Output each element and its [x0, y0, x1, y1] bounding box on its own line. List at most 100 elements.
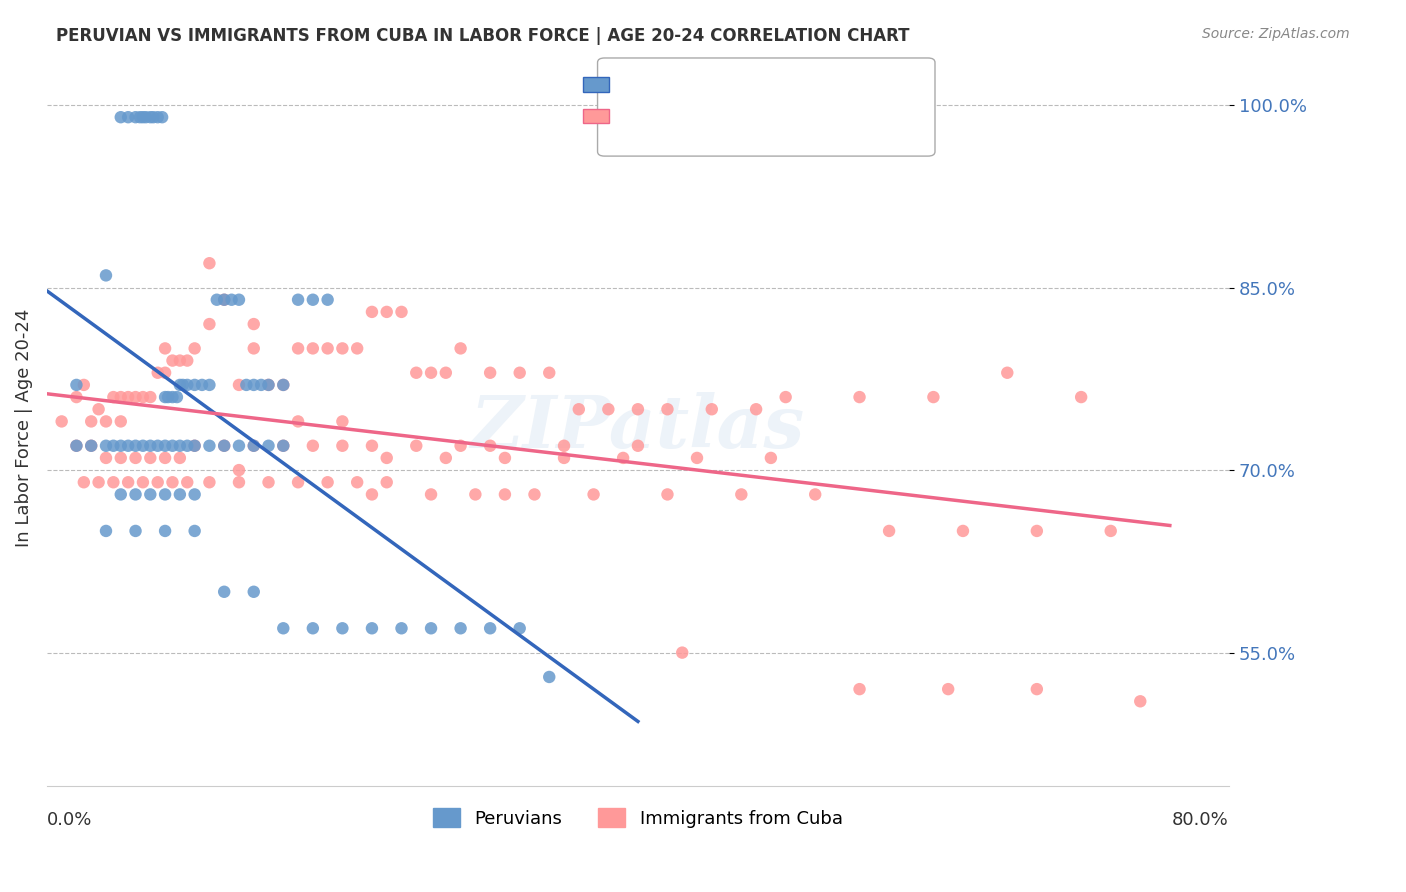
Point	[124, 524, 146, 538]
Point	[450, 621, 472, 635]
Point	[183, 342, 205, 356]
Point	[332, 439, 354, 453]
Point	[212, 439, 235, 453]
Point	[146, 439, 169, 453]
Point	[221, 293, 243, 307]
Point	[110, 110, 132, 124]
Point	[139, 450, 162, 465]
Point	[176, 475, 198, 490]
Point	[124, 110, 146, 124]
Point	[450, 439, 472, 453]
Point	[287, 475, 309, 490]
Point	[124, 450, 146, 465]
Point	[242, 439, 264, 453]
Point	[162, 475, 184, 490]
Point	[538, 366, 561, 380]
Point	[1025, 524, 1047, 538]
Point	[191, 378, 214, 392]
Point	[553, 450, 575, 465]
Point	[212, 293, 235, 307]
Text: ZIPatlas: ZIPatlas	[471, 392, 806, 463]
Point	[332, 342, 354, 356]
Point	[146, 110, 169, 124]
Point	[153, 487, 176, 501]
Point	[1129, 694, 1152, 708]
Point	[169, 439, 191, 453]
Point	[657, 487, 679, 501]
Point	[153, 439, 176, 453]
Point	[162, 390, 184, 404]
Point	[848, 390, 870, 404]
Point	[302, 293, 325, 307]
Point	[657, 402, 679, 417]
Point	[287, 293, 309, 307]
Point	[139, 487, 162, 501]
Point	[142, 110, 165, 124]
Point	[94, 450, 117, 465]
Point	[94, 439, 117, 453]
Point	[198, 256, 221, 270]
Point	[287, 414, 309, 428]
Point	[169, 450, 191, 465]
Point	[103, 475, 125, 490]
Point	[509, 621, 531, 635]
Point	[302, 439, 325, 453]
Point	[110, 487, 132, 501]
Point	[198, 475, 221, 490]
Point	[257, 378, 280, 392]
Point	[153, 390, 176, 404]
Point	[995, 366, 1018, 380]
Point	[198, 378, 221, 392]
Point	[146, 475, 169, 490]
Point	[51, 414, 73, 428]
Point	[228, 463, 250, 477]
Point	[103, 439, 125, 453]
Point	[804, 487, 827, 501]
Point	[146, 366, 169, 380]
Point	[450, 342, 472, 356]
Point	[405, 439, 427, 453]
Point	[671, 646, 693, 660]
Point	[73, 378, 96, 392]
Legend: Peruvians, Immigrants from Cuba: Peruvians, Immigrants from Cuba	[426, 801, 851, 835]
Point	[375, 450, 398, 465]
Point	[198, 317, 221, 331]
Point	[110, 439, 132, 453]
Point	[129, 110, 152, 124]
Point	[94, 414, 117, 428]
Point	[627, 402, 650, 417]
Point	[80, 439, 103, 453]
Point	[346, 342, 368, 356]
Point	[169, 378, 191, 392]
Point	[228, 439, 250, 453]
Point	[153, 366, 176, 380]
Point	[271, 439, 294, 453]
Point	[553, 439, 575, 453]
Text: R =  0.257   N =  77: R = 0.257 N = 77	[619, 85, 815, 103]
Point	[257, 378, 280, 392]
Point	[405, 366, 427, 380]
Point	[271, 378, 294, 392]
Point	[627, 439, 650, 453]
Point	[271, 621, 294, 635]
Point	[361, 621, 384, 635]
Point	[877, 524, 900, 538]
Point	[494, 487, 516, 501]
Point	[139, 439, 162, 453]
Point	[242, 378, 264, 392]
Point	[775, 390, 797, 404]
Point	[80, 439, 103, 453]
Point	[494, 450, 516, 465]
Point	[162, 353, 184, 368]
Point	[391, 621, 413, 635]
Text: Source: ZipAtlas.com: Source: ZipAtlas.com	[1202, 27, 1350, 41]
Point	[176, 378, 198, 392]
Point	[169, 487, 191, 501]
Point	[434, 366, 457, 380]
Point	[612, 450, 634, 465]
Point	[686, 450, 709, 465]
Point	[94, 524, 117, 538]
Point	[479, 439, 502, 453]
Point	[198, 439, 221, 453]
Point	[523, 487, 546, 501]
